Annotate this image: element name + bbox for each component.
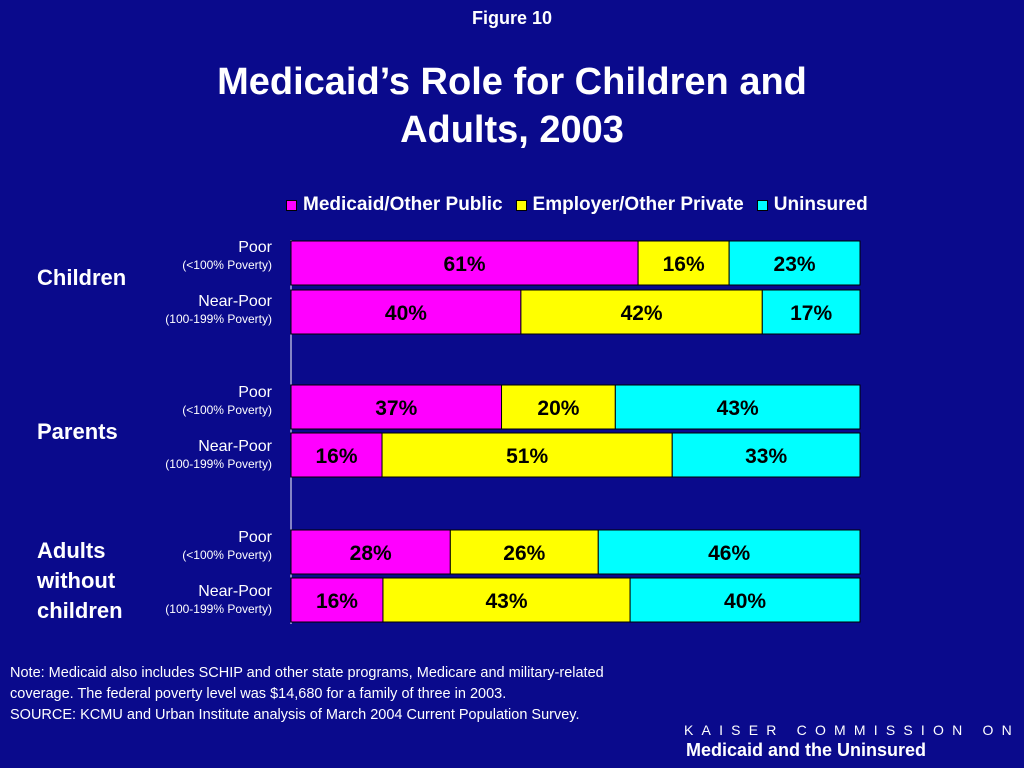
- bar-segment-employer: [382, 577, 631, 623]
- bar-segment-medicaid: [290, 432, 383, 478]
- bar-segment-uninsured: [614, 384, 861, 430]
- row-label-children-poor: Poor (<100% Poverty): [182, 239, 272, 273]
- bar-segment-medicaid: [290, 577, 384, 623]
- bar-data-label: 37%: [375, 397, 417, 420]
- row-label-main: Poor: [238, 529, 272, 546]
- org-name-line-2: Medicaid and the Uninsured: [686, 740, 927, 760]
- bar-data-label: 40%: [724, 590, 766, 613]
- bars-layer: 61% 16% 23% 40% 42% 17% 37% 20% 43% 16% 51% 33% 28% 2…: [290, 240, 861, 623]
- bar-segment-uninsured: [761, 289, 861, 335]
- chart-legend: Medicaid/Other Public Employer/Other Pri…: [286, 194, 881, 216]
- bar-data-label: 26%: [503, 542, 545, 565]
- bar-segment-uninsured: [597, 529, 861, 575]
- group-label-adults-without-children: Adults without children: [37, 536, 123, 626]
- bar-data-label: 20%: [537, 397, 579, 420]
- legend-swatch-uninsured: [756, 199, 768, 211]
- group-label-line: without: [37, 568, 116, 593]
- row-label-adults-poor: Poor (<100% Poverty): [182, 529, 272, 563]
- bar-data-label: 16%: [316, 445, 358, 468]
- group-label-children: Children: [37, 265, 127, 290]
- legend-label-medicaid: Medicaid/Other Public: [303, 194, 503, 215]
- footnote: Note: Medicaid also includes SCHIP and o…: [10, 663, 630, 726]
- bar-data-label: 17%: [790, 302, 832, 325]
- bar-data-label: 46%: [708, 542, 750, 565]
- group-label-line: Adults: [37, 538, 106, 563]
- bar-data-label: 16%: [663, 253, 705, 276]
- chart-title-line-2: Adults, 2003: [400, 109, 624, 151]
- group-label-parents: Parents: [37, 419, 118, 444]
- figure-label: Figure 10: [471, 8, 553, 28]
- org-name-line-1: KAISER COMMISSION ON: [684, 722, 1020, 738]
- row-label-main: Poor: [238, 384, 272, 401]
- row-label-sub: (<100% Poverty): [182, 403, 272, 417]
- legend-label-uninsured: Uninsured: [773, 194, 868, 215]
- row-label-sub: (100-199% Poverty): [165, 457, 272, 471]
- row-label-parents-poor: Poor (<100% Poverty): [182, 384, 272, 418]
- legend-swatch-medicaid: [286, 199, 297, 211]
- footnote-note: Note: Medicaid also includes SCHIP and o…: [10, 665, 604, 702]
- row-label-sub: (<100% Poverty): [182, 258, 272, 272]
- legend-item-employer: Employer/Other Private: [515, 194, 744, 216]
- bar-segment-medicaid: [290, 529, 451, 575]
- row-label-sub: (100-199% Poverty): [165, 312, 272, 326]
- bar-segment-medicaid: [290, 384, 503, 430]
- bar-segment-uninsured: [629, 577, 861, 623]
- bar-data-label: 16%: [316, 590, 358, 613]
- bar-data-label: 40%: [385, 302, 427, 325]
- row-label-sub: (100-199% Poverty): [165, 602, 272, 616]
- row-label-parents-near-poor: Near-Poor (100-199% Poverty): [165, 438, 272, 472]
- bar-data-label: 23%: [774, 253, 816, 276]
- row-label-main: Poor: [238, 239, 272, 256]
- bar-data-label: 43%: [717, 397, 759, 420]
- row-label-adults-near-poor: Near-Poor (100-199% Poverty): [165, 583, 272, 617]
- row-label-main: Near-Poor: [198, 293, 272, 310]
- row-label-sub: (<100% Poverty): [182, 548, 272, 562]
- chart-title: Medicaid’s Role for Children and Adults,…: [112, 58, 912, 154]
- legend-swatch-employer: [515, 199, 527, 211]
- row-label-children-near-poor: Near-Poor (100-199% Poverty): [165, 293, 272, 327]
- bar-segment-uninsured: [671, 432, 861, 478]
- legend-item-uninsured: Uninsured: [756, 194, 868, 216]
- bar-data-label: 42%: [621, 302, 663, 325]
- bar-segment-employer: [637, 240, 730, 286]
- bar-data-label: 61%: [444, 253, 486, 276]
- footnote-source: SOURCE: KCMU and Urban Institute analysi…: [10, 707, 580, 723]
- legend-label-employer: Employer/Other Private: [532, 194, 744, 215]
- row-label-main: Near-Poor: [198, 438, 272, 455]
- row-label-main: Near-Poor: [198, 583, 272, 600]
- bar-segment-uninsured: [728, 240, 861, 286]
- bar-segment-medicaid: [290, 240, 639, 286]
- bar-data-label: 28%: [350, 542, 392, 565]
- bar-data-label: 33%: [745, 445, 787, 468]
- group-label-line: children: [37, 598, 123, 623]
- chart-title-line-1: Medicaid’s Role for Children and: [217, 61, 807, 103]
- bar-data-label: 51%: [506, 445, 548, 468]
- legend-item-medicaid: Medicaid/Other Public: [286, 194, 503, 216]
- bar-data-label: 43%: [486, 590, 528, 613]
